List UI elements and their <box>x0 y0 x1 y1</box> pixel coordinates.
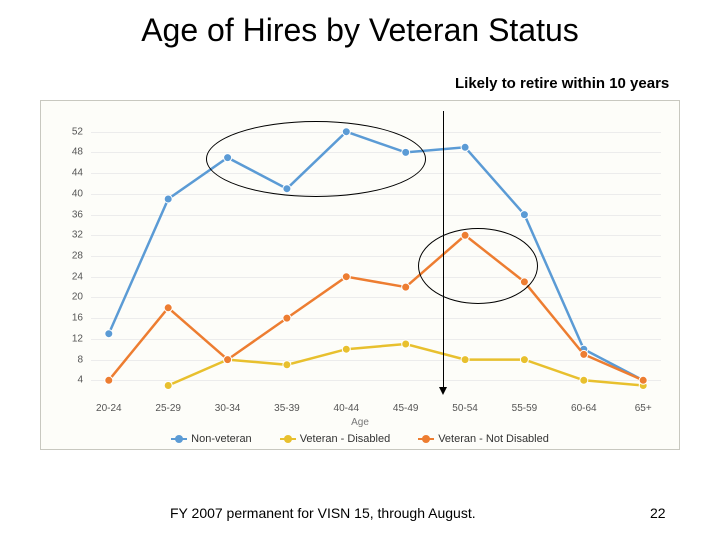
y-tick-label: 44 <box>72 168 83 179</box>
y-tick-label: 48 <box>72 147 83 158</box>
series-marker <box>520 278 528 286</box>
series-marker <box>580 376 588 384</box>
series-marker <box>520 356 528 364</box>
series-marker <box>520 211 528 219</box>
series-marker <box>224 356 232 364</box>
y-tick-label: 16 <box>72 313 83 324</box>
series-marker <box>639 376 647 384</box>
series-marker <box>402 283 410 291</box>
legend-label: Non-veteran <box>191 433 252 445</box>
x-tick-label: 20-24 <box>96 403 122 414</box>
series-marker <box>105 330 113 338</box>
legend-marker-icon <box>171 434 187 444</box>
series-marker <box>342 128 350 136</box>
series-marker <box>283 314 291 322</box>
plot-area <box>91 111 661 401</box>
page-number: 22 <box>650 505 666 521</box>
x-tick-label: 35-39 <box>274 403 300 414</box>
y-axis: 481216202428323640444852 <box>41 111 89 401</box>
series-line <box>109 235 643 380</box>
y-tick-label: 20 <box>72 292 83 303</box>
y-tick-label: 32 <box>72 230 83 241</box>
x-tick-label: 40-44 <box>334 403 360 414</box>
footnote: FY 2007 permanent for VISN 15, through A… <box>170 505 476 521</box>
annotation-retire: Likely to retire within 10 years <box>455 75 669 92</box>
legend-item: Veteran - Disabled <box>280 433 391 445</box>
series-marker <box>580 350 588 358</box>
legend-item: Veteran - Not Disabled <box>418 433 549 445</box>
series-marker <box>402 148 410 156</box>
x-axis-title: Age <box>41 417 679 428</box>
series-layer <box>91 111 661 401</box>
y-tick-label: 12 <box>72 333 83 344</box>
y-tick-label: 52 <box>72 126 83 137</box>
series-marker <box>461 356 469 364</box>
chart-container: 481216202428323640444852 20-2425-2930-34… <box>40 100 680 450</box>
series-marker <box>461 143 469 151</box>
series-marker <box>105 376 113 384</box>
legend-label: Veteran - Disabled <box>300 433 391 445</box>
legend-label: Veteran - Not Disabled <box>438 433 549 445</box>
y-tick-label: 28 <box>72 251 83 262</box>
legend-marker-icon <box>280 434 296 444</box>
series-marker <box>342 345 350 353</box>
series-marker <box>164 304 172 312</box>
y-tick-label: 40 <box>72 188 83 199</box>
y-tick-label: 8 <box>77 354 83 365</box>
series-line <box>109 132 643 381</box>
series-marker <box>342 273 350 281</box>
y-tick-label: 4 <box>77 375 83 386</box>
series-marker <box>402 340 410 348</box>
series-marker <box>224 154 232 162</box>
series-marker <box>164 195 172 203</box>
y-tick-label: 36 <box>72 209 83 220</box>
x-tick-label: 50-54 <box>452 403 478 414</box>
x-tick-label: 30-34 <box>215 403 241 414</box>
x-axis: 20-24 25-29 30-34 35-39 40-44 45-49 50-54 55-59… <box>91 403 661 417</box>
y-tick-label: 24 <box>72 271 83 282</box>
series-marker <box>164 382 172 390</box>
x-tick-label: 60-64 <box>571 403 597 414</box>
legend-item: Non-veteran <box>171 433 252 445</box>
legend: Non-veteran Veteran - Disabled Veteran - N… <box>41 433 679 445</box>
page-title: Age of Hires by Veteran Status <box>0 0 720 49</box>
x-tick-label: 55-59 <box>512 403 538 414</box>
series-marker <box>283 185 291 193</box>
x-tick-label: 45-49 <box>393 403 419 414</box>
x-tick-label: 65+ <box>635 403 652 414</box>
series-marker <box>461 231 469 239</box>
series-marker <box>283 361 291 369</box>
legend-marker-icon <box>418 434 434 444</box>
x-tick-label: 25-29 <box>155 403 181 414</box>
